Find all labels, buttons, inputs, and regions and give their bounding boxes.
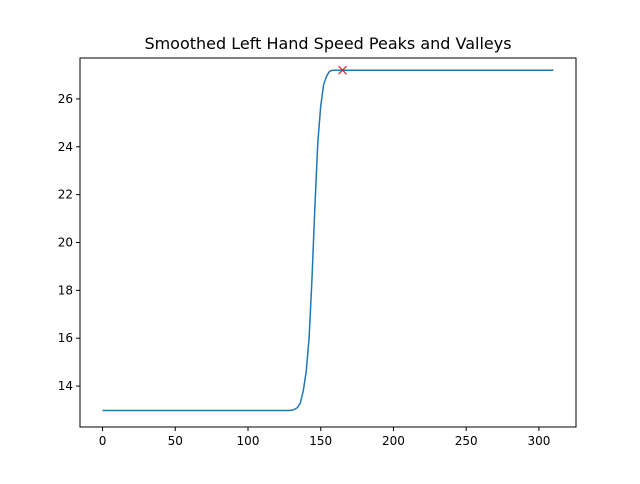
x-tick-label: 150	[309, 434, 332, 448]
x-tick-label: 100	[237, 434, 260, 448]
y-tick-label: 16	[58, 331, 73, 345]
x-tick-label: 200	[382, 434, 405, 448]
y-tick-label: 22	[58, 188, 73, 202]
y-tick-label: 14	[58, 379, 73, 393]
x-tick-label: 50	[168, 434, 183, 448]
peak-marker-0	[338, 65, 347, 75]
axes: 0 50 100 150 200 250 300 14 16 18 20 22 24 26	[58, 57, 577, 448]
plot-area	[102, 65, 554, 412]
y-tick-label: 26	[58, 92, 73, 106]
chart-title: Smoothed Left Hand Speed Peaks and Valle…	[144, 34, 511, 53]
marker-stroke	[338, 65, 347, 75]
x-tick-label: 0	[99, 434, 107, 448]
x-tick-label: 300	[527, 434, 550, 448]
x-tick-label: 250	[455, 434, 478, 448]
series-line-0	[102, 69, 554, 412]
y-tick-label: 20	[58, 236, 73, 250]
y-tick-label: 24	[58, 140, 73, 154]
y-tick-label: 18	[58, 283, 73, 297]
